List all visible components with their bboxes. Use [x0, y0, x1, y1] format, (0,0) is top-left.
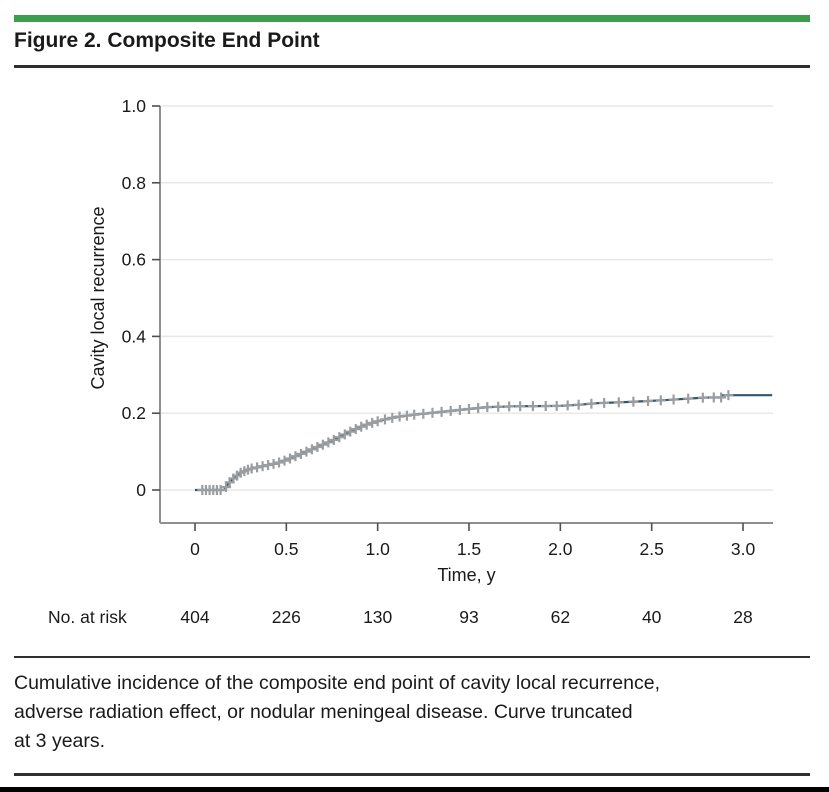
incidence-curve: [195, 394, 773, 492]
at-risk-count: 93: [459, 607, 478, 627]
caption-line: at 3 years.: [14, 730, 106, 752]
y-tick-label: 0: [136, 480, 146, 500]
caption-line: Cumulative incidence of the composite en…: [14, 672, 661, 694]
x-tick-label: 0: [190, 539, 200, 559]
accent-bar: [14, 15, 810, 22]
at-risk-row: No. at risk 404 226 130 93 62 40 28: [48, 607, 753, 627]
x-tick-label: 0.5: [274, 539, 298, 559]
at-risk-count: 404: [180, 607, 209, 627]
y-tick-label: 0.6: [122, 250, 146, 270]
cumulative-incidence-chart: 0 0.2 0.4 0.6 0.8 1.0 0 0.5 1.0 1.5 2.0 2.5 3.0 Time,…: [48, 96, 773, 627]
y-tick-label: 0.2: [122, 403, 146, 423]
x-tick-label: 2.5: [640, 539, 664, 559]
page-edge-bar: [0, 787, 829, 792]
y-tick-group: 0 0.2 0.4 0.6 0.8 1.0: [122, 96, 160, 500]
at-risk-count: 226: [272, 607, 301, 627]
at-risk-count: 62: [551, 607, 570, 627]
x-tick-label: 1.5: [457, 539, 481, 559]
y-tick-label: 1.0: [122, 96, 147, 116]
x-tick-group: 0 0.5 1.0 1.5 2.0 2.5 3.0: [190, 523, 755, 559]
x-axis-title: Time, y: [437, 565, 495, 585]
y-axis-title: Cavity local recurrence: [88, 206, 108, 389]
at-risk-count: 130: [363, 607, 392, 627]
figure-caption: Cumulative incidence of the composite en…: [14, 669, 820, 756]
at-risk-label: No. at risk: [48, 607, 127, 627]
caption-divider: [14, 656, 810, 658]
x-tick-label: 1.0: [366, 539, 391, 559]
y-tick-label: 0.8: [122, 173, 146, 193]
y-tick-label: 0.4: [122, 326, 147, 346]
at-risk-count: 40: [642, 607, 662, 627]
figure-title: Figure 2. Composite End Point: [14, 29, 320, 52]
censor-marks: [197, 390, 734, 495]
x-tick-label: 2.0: [548, 539, 573, 559]
bottom-divider: [14, 773, 810, 776]
at-risk-count: 28: [733, 607, 752, 627]
x-tick-label: 3.0: [731, 539, 756, 559]
caption-line: adverse radiation effect, or nodular men…: [14, 701, 633, 723]
title-divider: [14, 65, 810, 68]
gridlines: [160, 105, 773, 491]
